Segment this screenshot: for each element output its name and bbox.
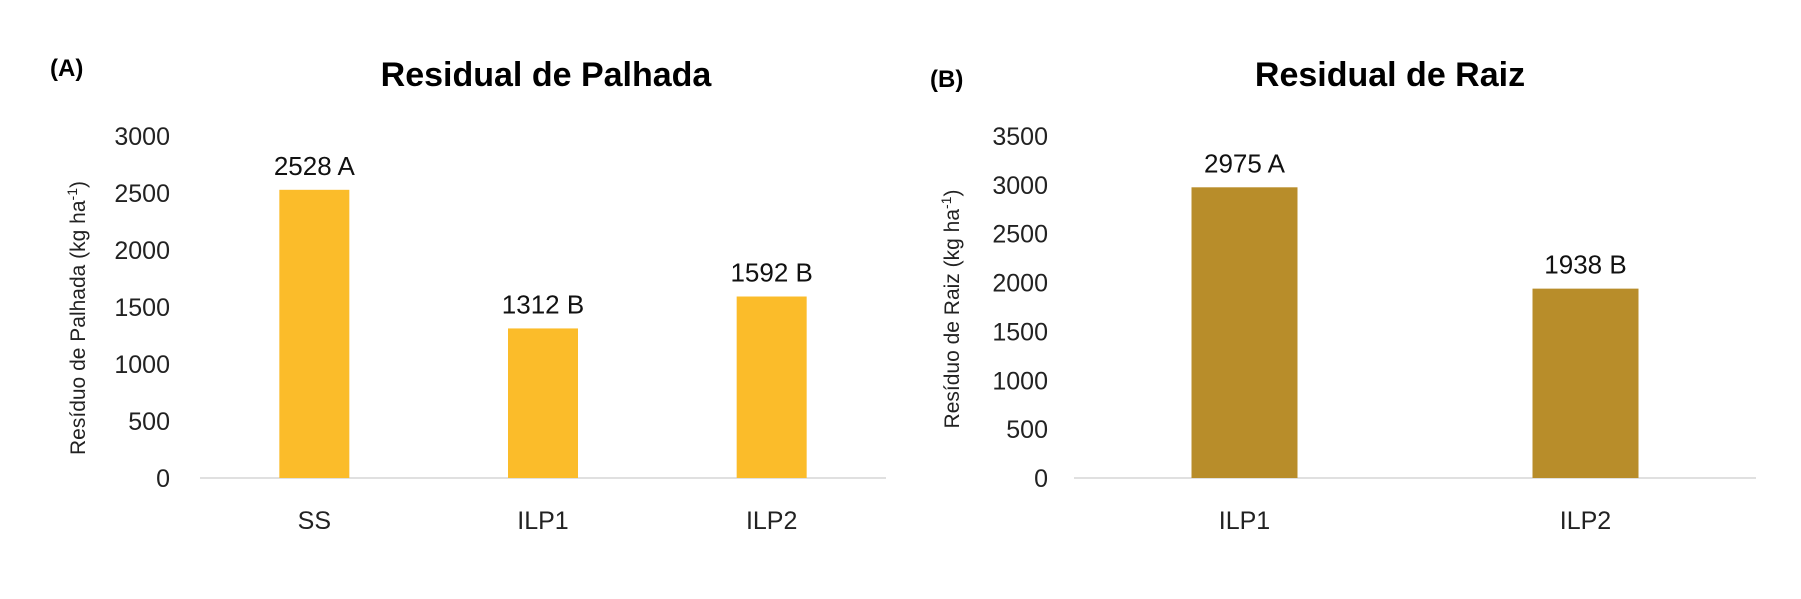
y-axis-title-b: Resíduo de Raiz (kg ha-1) <box>938 190 964 429</box>
y-tick-label: 3500 <box>992 123 1048 151</box>
category-labels-a: SS ILP1 ILP2 <box>298 507 798 535</box>
chart-title-a: Residual de Palhada <box>381 56 713 94</box>
panel-label-b: (B) <box>930 66 963 93</box>
y-tick-label: 2500 <box>992 221 1048 249</box>
y-tick-label: 2000 <box>992 270 1048 298</box>
bars-a <box>279 189 807 479</box>
category-label: ILP1 <box>517 507 568 535</box>
y-tick-label: 2000 <box>114 237 170 265</box>
bar-ss <box>279 189 350 479</box>
data-label: 1938 B <box>1544 250 1626 280</box>
bar-ilp2 <box>736 296 807 478</box>
data-label: 1312 B <box>502 289 584 319</box>
y-tick-label: 1000 <box>114 351 170 379</box>
bars-b <box>1191 187 1639 479</box>
data-labels-a: 2528 A 1312 B 1592 B <box>274 151 813 320</box>
bar-ilp1 <box>1191 187 1298 479</box>
category-label: SS <box>298 507 331 535</box>
bar-ilp2 <box>1532 288 1639 478</box>
data-labels-b: 2975 A 1938 B <box>1204 148 1627 279</box>
data-label: 2975 A <box>1204 148 1286 178</box>
panel-label-a: (A) <box>50 55 83 82</box>
data-label: 1592 B <box>730 258 812 288</box>
data-label: 2528 A <box>274 151 356 181</box>
chart-panel-b: (B) Residual de Raiz Resíduo de Raiz (kg… <box>930 56 1756 535</box>
y-tick-label: 0 <box>1034 465 1048 493</box>
y-tick-label: 1000 <box>992 367 1048 395</box>
y-ticks-a: 0 500 1000 1500 2000 2500 3000 <box>114 123 170 493</box>
category-label: ILP2 <box>1560 507 1611 535</box>
y-tick-label: 1500 <box>992 318 1048 346</box>
bar-ilp1 <box>508 328 578 478</box>
y-tick-label: 3000 <box>992 172 1048 200</box>
y-tick-label: 0 <box>156 465 170 493</box>
category-labels-b: ILP1 ILP2 <box>1219 507 1611 535</box>
y-tick-label: 500 <box>1006 416 1048 444</box>
chart-title-b: Residual de Raiz <box>1255 56 1525 94</box>
y-tick-label: 500 <box>128 408 170 436</box>
category-label: ILP1 <box>1219 507 1270 535</box>
y-tick-label: 2500 <box>114 180 170 208</box>
y-ticks-b: 0 500 1000 1500 2000 2500 3000 3500 <box>992 123 1048 493</box>
y-tick-label: 3000 <box>114 123 170 151</box>
y-tick-label: 1500 <box>114 294 170 322</box>
category-label: ILP2 <box>746 507 797 535</box>
chart-panel-a: (A) Residual de Palhada Resíduo de Palha… <box>50 55 886 535</box>
y-axis-title-a: Resíduo de Palhada (kg ha-1) <box>64 181 90 455</box>
